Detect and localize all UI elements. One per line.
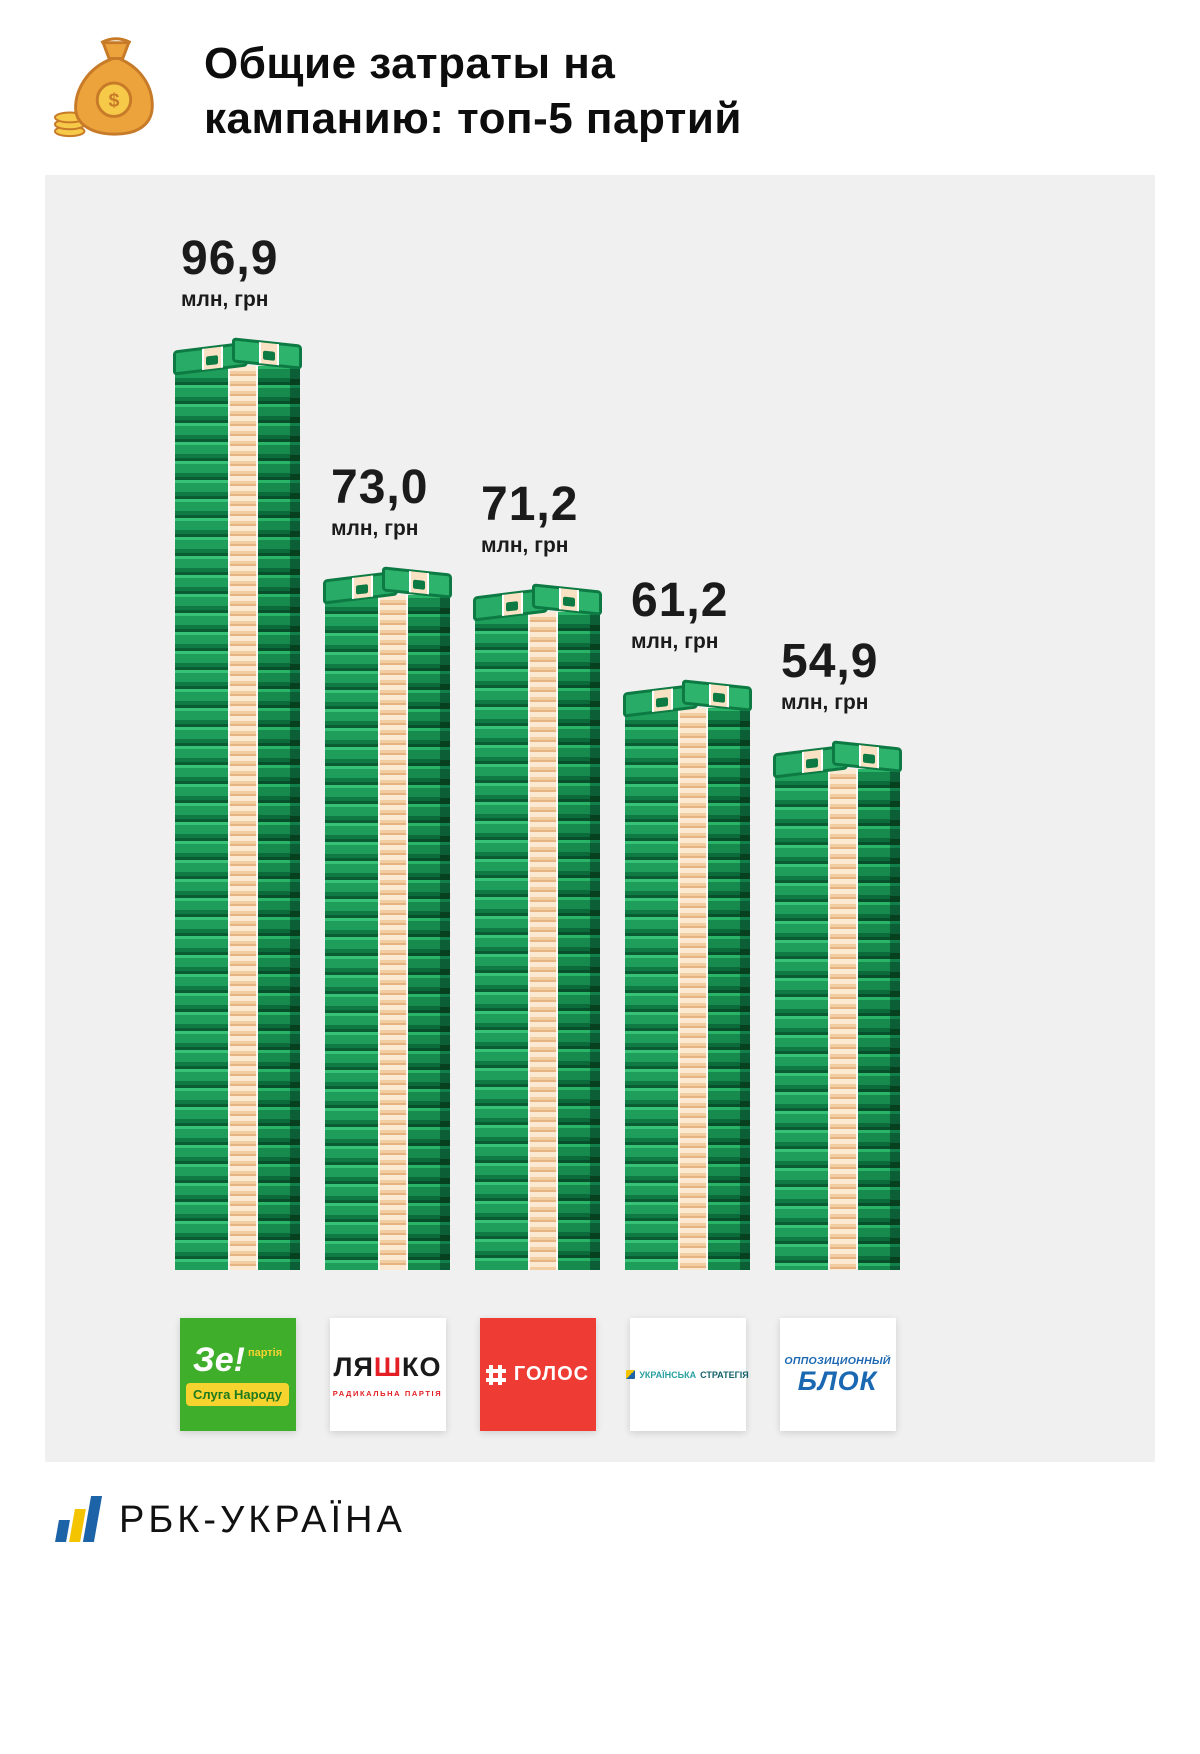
party-logos-row: Зе! партія Слуга Народу ЛЯШКО РАДИКАЛЬНА… — [175, 1318, 900, 1431]
opposition-line1: ОППОЗИЦИОННЫЙ — [784, 1354, 891, 1367]
opposition-line2: БЛОК — [797, 1365, 878, 1396]
sluga-ze-text: Зе! — [192, 1340, 245, 1379]
bar-value: 54,9 — [781, 635, 879, 688]
money-stack-top — [623, 679, 752, 718]
page-title-line2: кампанию: топ-5 партий — [204, 94, 742, 143]
bar-value: 96,9 — [181, 232, 279, 285]
bar-value-label: 61,2 млн, грн — [625, 573, 750, 654]
header: $ Общие затраты на кампанию: топ-5 парти… — [52, 28, 742, 146]
bar-value-label: 73,0 млн, грн — [325, 460, 450, 541]
strategiya-word1: УКРАЇНСЬКА — [639, 1369, 697, 1380]
money-bag-icon: $ — [53, 37, 154, 138]
page-title-line1: Общие затраты на — [204, 39, 616, 88]
chart-panel: 96,9 млн, грн 73,0 млн, грн — [45, 175, 1155, 1462]
page-title: Общие затраты на кампанию: топ-5 партий — [204, 28, 742, 146]
bar-column-lyashko: 73,0 млн, грн — [323, 460, 452, 1270]
sluga-narodu-band: Слуга Народу — [186, 1382, 289, 1406]
money-bar-chart: 96,9 млн, грн 73,0 млн, грн — [173, 175, 902, 1270]
bar-value-unit: млн, грн — [181, 288, 269, 311]
logo-slot: ОППОЗИЦИОННЫЙ БЛОК — [775, 1318, 900, 1431]
strategiya-mark-icon — [626, 1370, 636, 1379]
lyashko-subtitle: РАДИКАЛЬНА ПАРТІЯ — [332, 1388, 443, 1398]
bar-column-sluga-narodu: 96,9 млн, грн — [173, 231, 302, 1270]
bar-column-opposition-blok: 54,9 млн, грн — [773, 634, 902, 1270]
bar-value: 61,2 — [631, 574, 729, 627]
logo-lyashko: ЛЯШКО РАДИКАЛЬНА ПАРТІЯ — [329, 1318, 446, 1431]
logo-slot: ЛЯШКО РАДИКАЛЬНА ПАРТІЯ — [325, 1318, 450, 1431]
money-stack-top — [473, 583, 602, 622]
bar-column-golos: 71,2 млн, грн — [473, 477, 602, 1270]
footer: РБК-УКРАЇНА — [55, 1496, 406, 1544]
money-stack-bar — [173, 337, 302, 1270]
svg-text:$: $ — [108, 90, 119, 112]
bar-value: 71,2 — [481, 478, 579, 531]
bar-column-ukrainska-strategiya: 61,2 млн, грн — [623, 573, 752, 1270]
sluga-partiya-text: партія — [247, 1346, 283, 1359]
money-stack-top — [173, 337, 302, 376]
money-stack-body — [475, 612, 600, 1270]
bar-value-label: 96,9 млн, грн — [175, 231, 300, 312]
golos-title: ГОЛОС — [513, 1363, 590, 1385]
brand-name: РБК-УКРАЇНА — [119, 1498, 406, 1541]
money-stack-top — [323, 566, 452, 605]
money-stack-bar — [773, 740, 902, 1270]
lyashko-title: ЛЯШКО — [333, 1351, 442, 1382]
bar-value-unit: млн, грн — [481, 534, 569, 557]
bar-value-unit: млн, грн — [331, 517, 419, 540]
money-stack-body — [625, 708, 750, 1270]
golos-hash-icon — [485, 1364, 506, 1385]
money-stack-bar — [323, 566, 452, 1270]
logo-slot: УКРАЇНСЬКА СТРАТЕГІЯ — [625, 1318, 750, 1431]
bar-value: 73,0 — [331, 461, 429, 514]
logo-ukrainska-strategiya: УКРАЇНСЬКА СТРАТЕГІЯ — [626, 1318, 749, 1431]
money-stack-body — [175, 366, 300, 1270]
strategiya-word2: СТРАТЕГІЯ — [700, 1369, 749, 1380]
logo-slot: Зе! партія Слуга Народу — [175, 1318, 300, 1431]
bar-value-label: 54,9 млн, грн — [775, 634, 900, 715]
money-stack-top — [773, 740, 902, 779]
bar-value-unit: млн, грн — [781, 691, 869, 714]
logo-golos: ГОЛОС — [479, 1318, 596, 1431]
money-stack-bar — [473, 583, 602, 1270]
money-stack-body — [325, 595, 450, 1270]
bar-value-unit: млн, грн — [631, 630, 719, 653]
logo-slot: ГОЛОС — [475, 1318, 600, 1431]
money-stack-body — [775, 769, 900, 1270]
bar-value-label: 71,2 млн, грн — [475, 477, 600, 558]
logo-opposition-blok: ОППОЗИЦИОННЫЙ БЛОК — [779, 1318, 896, 1431]
rbc-ukraine-logo-icon — [55, 1496, 103, 1544]
logo-sluga-narodu: Зе! партія Слуга Народу — [179, 1318, 296, 1431]
money-stack-bar — [623, 679, 752, 1270]
